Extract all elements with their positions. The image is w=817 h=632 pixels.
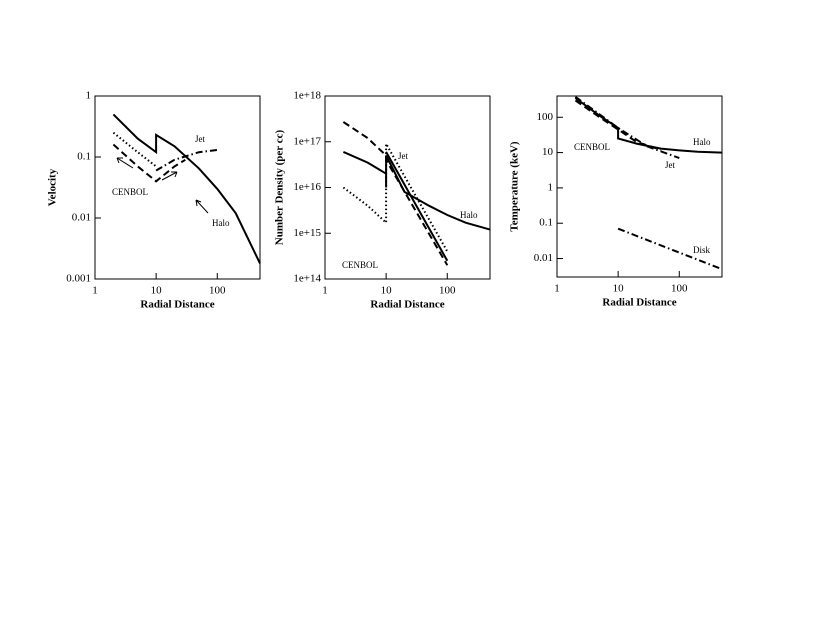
y-tick-label: 0.01: [534, 252, 553, 264]
line-series: [155, 149, 218, 172]
y-tick-label: 0.001: [66, 273, 91, 285]
line-series: [342, 121, 449, 266]
x-tick-label: 100: [671, 283, 688, 295]
line-series: [574, 99, 662, 151]
x-tick-label: 1: [92, 285, 98, 297]
x-tick-label: 1: [322, 285, 328, 297]
y-tick-label: 0.1: [77, 151, 91, 163]
y-tick-label: 0.01: [72, 212, 91, 224]
x-tick-label: 10: [151, 285, 163, 297]
line-series: [112, 131, 157, 168]
annotation: Halo: [460, 210, 478, 220]
y-axis-title: Velocity: [47, 168, 59, 206]
annotation: Jet: [195, 134, 205, 144]
line-series: [574, 97, 723, 154]
y-tick-label: 1: [86, 90, 92, 102]
y-tick-label: 1e+18: [293, 90, 321, 102]
y-tick-label: 10: [542, 146, 554, 158]
arrows: [116, 157, 209, 214]
y-tick-label: 100: [537, 111, 554, 123]
line-series: [112, 143, 186, 183]
x-axis-title: Radial Distance: [602, 297, 676, 309]
line-series: [385, 151, 449, 262]
line-series: [617, 227, 723, 271]
line-series: [342, 150, 491, 231]
x-tick-label: 100: [209, 285, 226, 297]
x-tick-label: 10: [381, 285, 393, 297]
arrow: [161, 171, 178, 181]
annotation: Jet: [665, 160, 675, 170]
y-tick-label: 0.1: [539, 217, 553, 229]
plot-frame: [556, 95, 723, 278]
y-tick-label: 1e+15: [293, 227, 321, 239]
x-tick-label: 1: [554, 283, 560, 295]
y-tick-label: 1e+14: [293, 273, 321, 285]
annotation: Halo: [693, 137, 711, 147]
arrow: [195, 199, 209, 214]
annotation: Halo: [212, 218, 230, 228]
y-tick-label: 1e+17: [293, 135, 321, 147]
annotation: Jet: [398, 151, 408, 161]
x-tick-label: 10: [613, 283, 625, 295]
x-axis-title: Radial Distance: [140, 299, 214, 311]
y-tick-label: 1: [548, 181, 554, 193]
y-axis-title: Number Density (per cc): [274, 129, 286, 245]
line-series: [342, 140, 449, 252]
plot-frame: [94, 95, 261, 280]
line-series: [574, 95, 680, 160]
annotation: CENBOL: [112, 187, 148, 197]
arrow: [116, 157, 134, 169]
plot-frame: [324, 95, 491, 280]
annotation: CENBOL: [574, 142, 610, 152]
x-tick-label: 100: [439, 285, 456, 297]
line-series: [112, 113, 261, 264]
annotation: Disk: [693, 245, 711, 255]
y-axis-title: Temperature (keV): [509, 141, 521, 231]
x-axis-title: Radial Distance: [370, 299, 444, 311]
annotation: CENBOL: [342, 260, 378, 270]
y-tick-label: 1e+16: [293, 181, 321, 193]
